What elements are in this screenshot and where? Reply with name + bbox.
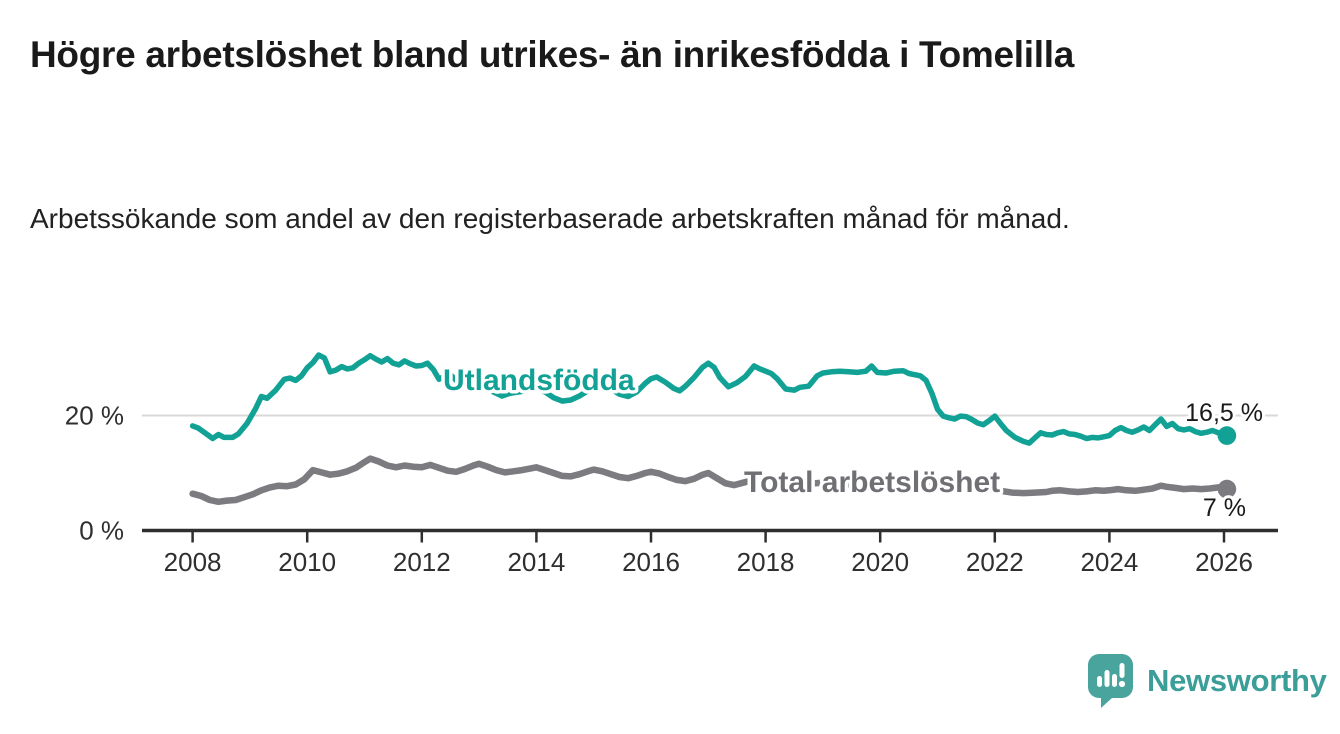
- newsworthy-logo: Newsworthy: [1088, 654, 1327, 708]
- chart-canvas: 2008 2010 2012 2014 2016 2018 2020 2022 2024 2026…: [65, 352, 1278, 577]
- series-line-total: [189, 455, 1231, 506]
- x-axis-tick-label: 2024: [1080, 547, 1138, 577]
- x-axis-tick-label: 2016: [622, 547, 680, 577]
- series-label: Utlandsfödda: [443, 364, 635, 397]
- x-axis-tick-label: 2020: [851, 547, 909, 577]
- x-axis-tick-label: 2026: [1195, 547, 1253, 577]
- series-end-dot: [1217, 426, 1237, 445]
- series-end-dot: [1217, 479, 1237, 499]
- bar-3: [1112, 674, 1117, 687]
- bar-1: [1097, 676, 1102, 687]
- y-axis-tick-label: 0 %: [79, 516, 124, 546]
- exclamation-dot: [1118, 680, 1126, 688]
- y-axis-tick-label: 20 %: [65, 401, 124, 431]
- x-axis-tick-label: 2008: [164, 547, 222, 577]
- x-axis-tick-label: 2014: [507, 547, 565, 577]
- newsworthy-wordmark: Newsworthy: [1147, 663, 1327, 698]
- exclamation-bar: [1119, 663, 1125, 678]
- line-chart: 2008 2010 2012 2014 2016 2018 2020 2022 2024 2026…: [0, 320, 1340, 600]
- series-end-value-label: 7 %: [1203, 494, 1246, 522]
- series-line-utlandsfodda: [189, 352, 1230, 446]
- series-label: Total arbetslöshet: [744, 466, 1000, 499]
- x-axis-tick-label: 2012: [393, 547, 451, 577]
- chart-subtitle: Arbetssökande som andel av den registerb…: [30, 203, 1070, 234]
- bar-2: [1104, 670, 1110, 687]
- x-axis-tick-label: 2010: [278, 547, 336, 577]
- x-axis-tick-label: 2018: [737, 547, 795, 577]
- speech-bubble-shape: [1088, 654, 1133, 708]
- x-axis-tick-label: 2022: [966, 547, 1024, 577]
- series-end-value-label: 16,5 %: [1185, 399, 1263, 427]
- bar-chart-speech-bubble-icon: [1088, 654, 1133, 708]
- page-title: Högre arbetslöshet bland utrikes- än inr…: [30, 34, 1074, 75]
